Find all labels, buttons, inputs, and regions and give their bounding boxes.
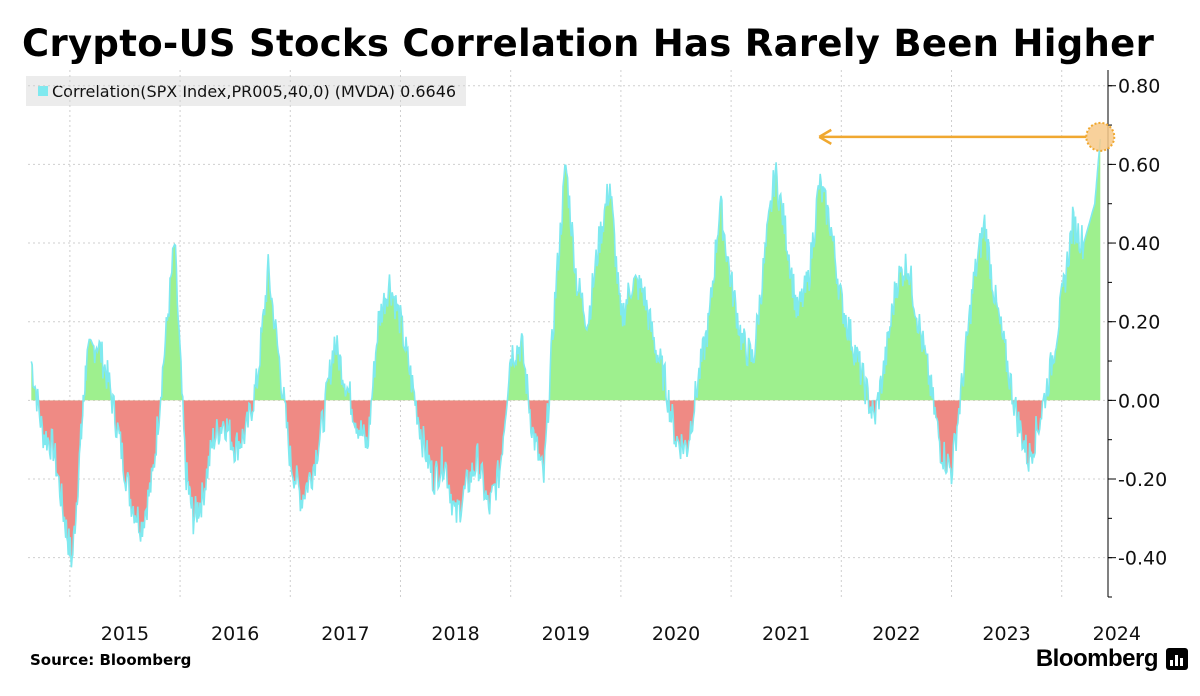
bloomberg-logo: Bloomberg: [1036, 645, 1188, 673]
x-tick-label: 2019: [542, 623, 590, 645]
terminal-icon: [1166, 648, 1188, 670]
y-tick-label: 0.00: [1118, 390, 1160, 412]
annotation-arrow-head: [818, 128, 832, 145]
positive-area: [31, 139, 1101, 401]
x-tick-label: 2023: [982, 623, 1030, 645]
x-tick-label: 2018: [431, 623, 479, 645]
y-tick-label: -0.20: [1118, 469, 1167, 491]
y-tick-label: -0.40: [1118, 548, 1167, 570]
x-tick-label: 2017: [321, 623, 369, 645]
chart-legend: Correlation(SPX Index,PR005,40,0) (MVDA)…: [26, 76, 466, 106]
annotation-marker: [1085, 121, 1116, 152]
legend-label: Correlation(SPX Index,PR005,40,0) (MVDA)…: [52, 81, 457, 101]
brand-text: Bloomberg: [1035, 645, 1159, 672]
x-tick-label: 2016: [211, 623, 259, 645]
x-tick-label: 2021: [762, 623, 810, 645]
chart-title: Crypto-US Stocks Correlation Has Rarely …: [22, 22, 1155, 65]
y-tick-label: 0.20: [1118, 312, 1160, 334]
x-tick-label: 2020: [652, 623, 700, 645]
y-tick-label: 0.60: [1118, 154, 1160, 176]
y-tick-label: 0.40: [1118, 233, 1160, 255]
series-line: [30, 138, 1102, 568]
x-tick-label: 2024: [1093, 623, 1141, 645]
legend-swatch: [38, 86, 48, 96]
x-tick-label: 2022: [872, 623, 920, 645]
source-note: Source: Bloomberg: [30, 651, 192, 669]
y-tick-label: 0.80: [1118, 76, 1160, 98]
x-tick-label: 2015: [101, 623, 149, 645]
